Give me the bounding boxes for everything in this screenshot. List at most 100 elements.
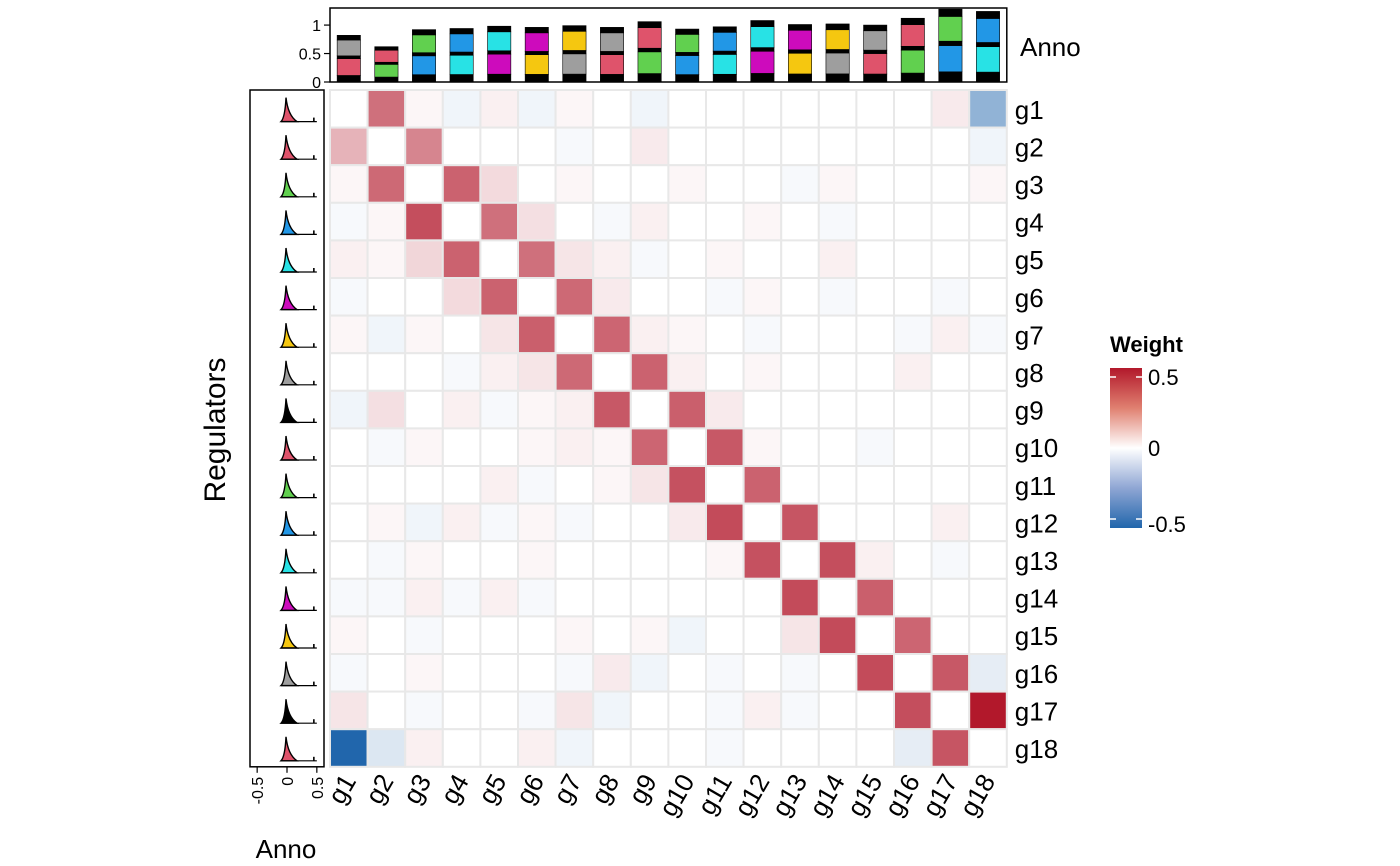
heatmap-cell-g13-g1 — [329, 540, 369, 580]
heatmap-cell-g11-g4 — [441, 465, 482, 505]
top-bar-segment-g14 — [825, 29, 850, 50]
heatmap-cell-g12-g12 — [742, 502, 783, 543]
heatmap-cell-g8-g2 — [366, 352, 407, 392]
heatmap-cell-g11-g18 — [968, 465, 1008, 505]
top-bar-segment-g18 — [976, 42, 1000, 48]
heatmap-cell-g10-g12 — [742, 427, 783, 467]
heatmap-cell-g5-g13 — [780, 239, 820, 279]
heatmap-cell-g2-g14 — [817, 126, 858, 167]
heatmap-cell-g15-g2 — [366, 615, 407, 656]
heatmap-cell-g15-g9 — [629, 615, 670, 656]
row-label-g15: g15 — [1015, 621, 1058, 651]
column-label-g13: g13 — [766, 769, 814, 822]
legend-tick-zero: 0 — [1148, 436, 1160, 461]
heatmap-cell-g9-g7 — [554, 389, 595, 430]
top-bar-segment-g2 — [374, 61, 399, 65]
row-label-g12: g12 — [1015, 508, 1058, 538]
heatmap-cell-g16-g9 — [629, 653, 670, 693]
heatmap-cell-g15-g16 — [893, 615, 933, 656]
column-label-g14: g14 — [803, 769, 851, 822]
heatmap-cell-g11-g11 — [705, 465, 745, 505]
heatmap-cell-g16-g11 — [705, 653, 745, 693]
top-bar-segment-g2 — [374, 46, 399, 51]
density-peak-g7 — [279, 323, 300, 348]
top-bar-segment-g12 — [750, 20, 775, 27]
top-bar-segment-g2 — [374, 49, 399, 63]
heatmap-cell-g14-g6 — [517, 577, 557, 618]
top-bar-segment-g12 — [750, 50, 775, 74]
top-bar-segment-g12 — [750, 47, 775, 52]
heatmap-cell-g3-g11 — [705, 164, 745, 204]
heatmap-cell-g2-g12 — [742, 126, 783, 167]
heatmap-cell-g2-g16 — [893, 126, 933, 167]
row-label-g3: g3 — [1015, 170, 1044, 200]
heatmap-cell-g5-g1 — [329, 239, 369, 279]
heatmap-cell-g13-g13 — [780, 540, 820, 580]
top-bar-segment-g8 — [600, 74, 624, 83]
heatmap-cell-g5-g17 — [930, 239, 971, 279]
top-bar-segment-g5 — [487, 53, 512, 75]
heatmap-cell-g4-g15 — [855, 201, 896, 242]
heatmap-cell-g2-g2 — [366, 126, 407, 167]
heatmap-cell-g11-g14 — [817, 465, 858, 505]
heatmap-cell-g10-g14 — [817, 427, 858, 467]
top-bar-segment-g7 — [562, 53, 587, 75]
density-peak-g6 — [279, 285, 300, 311]
heatmap-cell-g8-g15 — [855, 352, 896, 392]
heatmap-cell-g7-g13 — [780, 314, 820, 355]
heatmap-cell-g11-g7 — [554, 465, 595, 505]
heatmap-cell-g15-g6 — [517, 615, 557, 656]
heatmap-cell-g3-g7 — [554, 164, 595, 204]
heatmap-cell-g14-g16 — [893, 577, 933, 618]
heatmap-cell-g7-g3 — [404, 314, 444, 355]
row-title: Regulators — [199, 357, 232, 502]
top-bar-segment-g6 — [524, 51, 549, 55]
top-bar-segment-g11 — [712, 50, 737, 55]
heatmap-cell-g17-g8 — [592, 690, 632, 731]
top-bar-segment-g13 — [788, 73, 812, 83]
heatmap-cell-g17-g6 — [517, 690, 557, 731]
heatmap-cell-g17-g3 — [404, 690, 444, 731]
density-peak-g2 — [279, 135, 300, 160]
density-peak-g10 — [279, 435, 300, 461]
heatmap-cell-g5-g10 — [667, 239, 708, 279]
heatmap-cell-g16-g5 — [479, 653, 519, 693]
top-bar-segment-g14 — [825, 23, 850, 31]
heatmap-cell-g1-g13 — [780, 89, 820, 129]
heatmap-cell-g10-g18 — [968, 427, 1008, 467]
row-label-g5: g5 — [1015, 245, 1044, 275]
heatmap-cell-g3-g4 — [441, 164, 482, 204]
column-label-g8: g8 — [585, 769, 625, 809]
density-peak-g15 — [279, 623, 300, 649]
row-label-g7: g7 — [1015, 320, 1044, 350]
heatmap-cell-g9-g9 — [629, 389, 670, 430]
heatmap-cell-g12-g1 — [329, 502, 369, 543]
heatmap-cell-g5-g4 — [441, 239, 482, 279]
heatmap-cell-g4-g3 — [404, 201, 444, 242]
heatmap-cell-g18-g13 — [780, 728, 820, 768]
heatmap-cell-g11-g10 — [667, 465, 708, 505]
column-label-g11: g11 — [691, 769, 738, 820]
heatmap-cell-g10-g11 — [705, 427, 745, 467]
heatmap-cell-g12-g7 — [554, 502, 595, 543]
row-label-g8: g8 — [1015, 358, 1044, 388]
heatmap-cell-g2-g13 — [780, 126, 820, 167]
heatmap-cell-g9-g13 — [780, 389, 820, 430]
heatmap-cell-g4-g14 — [817, 201, 858, 242]
heatmap-cell-g5-g16 — [893, 239, 933, 279]
heatmap-cell-g16-g8 — [592, 653, 632, 693]
heatmap-cell-g18-g10 — [667, 728, 708, 768]
heatmap-cell-g14-g18 — [968, 577, 1008, 618]
top-bar-segment-g18 — [976, 71, 1000, 83]
top-bar-segment-g13 — [788, 29, 812, 51]
heatmap-cell-g6-g3 — [404, 277, 444, 317]
heatmap-cell-g11-g17 — [930, 465, 971, 505]
heatmap-cell-g16-g4 — [441, 653, 482, 693]
heatmap-cell-g10-g4 — [441, 427, 482, 467]
heatmap-cell-g17-g15 — [855, 690, 896, 731]
heatmap-cell-g17-g7 — [554, 690, 595, 731]
heatmap-cell-g16-g3 — [404, 653, 444, 693]
heatmap-cell-g4-g16 — [893, 201, 933, 242]
heatmap-cell-g2-g5 — [479, 126, 519, 167]
heatmap-cell-g15-g1 — [329, 615, 369, 656]
